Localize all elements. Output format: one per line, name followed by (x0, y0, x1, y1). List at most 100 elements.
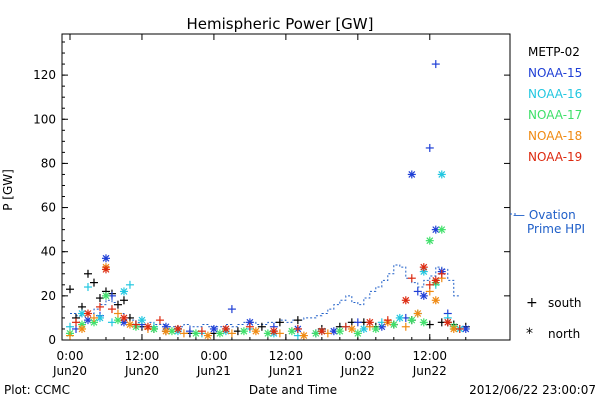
legend-entry: METP-02 (528, 45, 580, 59)
point-metp-02 (257, 322, 266, 331)
point-noaa-17 (419, 318, 428, 327)
point-noaa-18 (347, 324, 356, 333)
point-noaa-18 (179, 329, 188, 338)
y-tick-label: 0 (48, 333, 56, 347)
point-noaa-17 (89, 318, 98, 327)
point-noaa-15 (431, 60, 440, 69)
y-tick-label: 20 (41, 289, 56, 303)
marker-key-north: north (548, 327, 580, 341)
point-noaa-17 (335, 327, 344, 336)
point-noaa-19 (119, 313, 128, 322)
x-tick-label-time: 0:00 (57, 349, 84, 363)
legend-entry: NOAA-17 (528, 108, 582, 122)
point-noaa-19 (143, 322, 152, 331)
point-noaa-19 (455, 324, 464, 333)
point-noaa-19 (173, 324, 182, 333)
legend-ovation-line2: Prime HPI (527, 222, 585, 236)
x-tick-label-date: Jun22 (412, 364, 447, 378)
point-noaa-18 (449, 324, 458, 333)
x-tick-label-time: 0:00 (200, 349, 227, 363)
point-noaa-19 (71, 318, 80, 327)
point-metp-02 (275, 318, 284, 327)
legend-entry: NOAA-19 (528, 150, 582, 164)
point-metp-02 (425, 320, 434, 329)
point-noaa-19 (419, 263, 428, 272)
x-tick-label-time: 12:00 (412, 349, 447, 363)
point-metp-02 (113, 300, 122, 309)
point-metp-02 (89, 278, 98, 287)
point-noaa-18 (89, 313, 98, 322)
point-noaa-19 (425, 280, 434, 289)
chart-title: Hemispheric Power [GW] (187, 15, 374, 33)
y-tick-label: 40 (41, 245, 56, 259)
point-noaa-19 (443, 318, 452, 327)
point-noaa-18 (66, 331, 74, 340)
point-noaa-17 (311, 329, 320, 338)
point-metp-02 (293, 316, 302, 325)
point-noaa-19 (155, 316, 164, 325)
point-noaa-17 (389, 320, 398, 329)
point-noaa-16 (125, 280, 134, 289)
point-noaa-19 (131, 320, 140, 329)
point-noaa-18 (323, 329, 332, 338)
point-noaa-19 (221, 324, 230, 333)
x-tick-label-date: Jun22 (340, 364, 375, 378)
point-noaa-17 (215, 329, 224, 338)
point-noaa-18 (113, 309, 122, 318)
point-noaa-15 (407, 170, 416, 179)
point-noaa-18 (401, 322, 410, 331)
point-noaa-18 (203, 331, 212, 340)
satellite-series (66, 60, 470, 340)
point-noaa-18 (431, 296, 440, 305)
point-noaa-17 (425, 236, 434, 245)
point-noaa-15 (353, 318, 362, 327)
point-noaa-16 (119, 287, 128, 296)
x-tick-label-time: 12:00 (269, 349, 304, 363)
point-noaa-15 (209, 324, 218, 333)
point-noaa-18 (161, 327, 170, 336)
point-noaa-16 (137, 316, 146, 325)
point-noaa-19 (83, 309, 92, 318)
legend-ovation-line1: — Ovation (513, 208, 576, 222)
x-axis-label: Date and Time (249, 383, 337, 397)
marker-key-symbol: + (526, 295, 538, 311)
point-noaa-19 (245, 322, 254, 331)
point-noaa-18 (77, 324, 86, 333)
point-noaa-16 (107, 318, 116, 327)
x-tick-label-time: 0:00 (344, 349, 371, 363)
point-noaa-15 (425, 143, 434, 152)
point-noaa-19 (293, 324, 302, 333)
point-noaa-19 (437, 269, 446, 278)
point-noaa-17 (407, 316, 416, 325)
point-noaa-19 (197, 327, 206, 336)
y-tick-label: 60 (41, 201, 56, 215)
legend-entry: NOAA-16 (528, 87, 582, 101)
point-noaa-19 (341, 322, 350, 331)
point-noaa-19 (401, 296, 410, 305)
point-metp-02 (66, 285, 74, 294)
point-noaa-19 (101, 265, 110, 274)
footer-plot-credit: Plot: CCMC (4, 383, 70, 397)
point-noaa-17 (113, 316, 122, 325)
point-metp-02 (83, 269, 92, 278)
point-noaa-15 (419, 291, 428, 300)
point-metp-02 (95, 294, 104, 303)
point-noaa-18 (227, 329, 236, 338)
point-noaa-18 (251, 327, 260, 336)
point-noaa-19 (365, 318, 374, 327)
point-noaa-18 (299, 331, 308, 340)
x-tick-label-date: Jun21 (268, 364, 303, 378)
y-tick-label: 100 (33, 112, 56, 126)
point-noaa-19 (317, 327, 326, 336)
legend-entry: NOAA-18 (528, 129, 582, 143)
footer-timestamp: 2012/06/22 23:00:07 (469, 383, 596, 397)
marker-key-symbol: * (526, 326, 533, 342)
point-noaa-16 (83, 283, 92, 292)
x-tick-label-date: Jun20 (52, 364, 87, 378)
point-noaa-17 (101, 291, 110, 300)
point-noaa-17 (353, 329, 362, 338)
point-noaa-16 (437, 170, 446, 179)
point-noaa-19 (269, 327, 278, 336)
point-noaa-16 (395, 313, 404, 322)
